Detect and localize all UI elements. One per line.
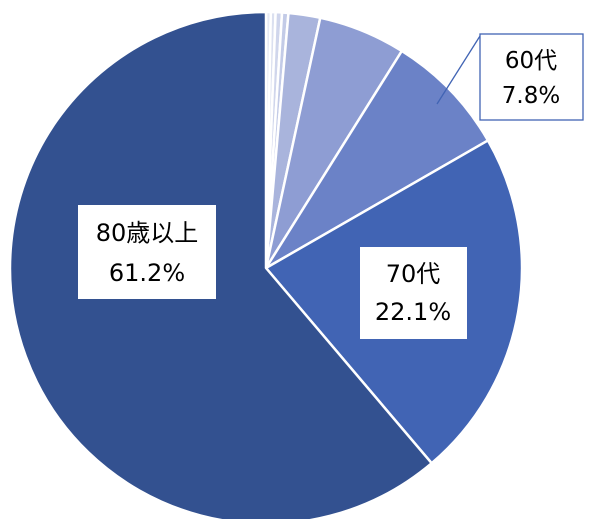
- pie-slices: [8, 10, 524, 519]
- label-60s: 60代 7.8%: [479, 33, 584, 121]
- label-60s-percent: 7.8%: [502, 83, 560, 109]
- pie-slice-6: [264, 49, 490, 270]
- label-80-plus: 80歳以上 61.2%: [78, 205, 216, 299]
- label-80-plus-name: 80歳以上: [96, 219, 199, 247]
- label-70s: 70代 22.1%: [360, 247, 467, 339]
- leader-line-60s: [436, 35, 481, 105]
- pie-slice-8: [8, 10, 433, 519]
- label-80-plus-percent: 61.2%: [109, 259, 185, 287]
- label-80-plus-box: [78, 205, 216, 299]
- label-70s-percent: 22.1%: [375, 298, 451, 326]
- label-60s-name: 60代: [505, 48, 557, 74]
- label-60s-box: [479, 33, 584, 121]
- label-70s-box: [360, 247, 467, 339]
- label-70s-name: 70代: [386, 260, 441, 288]
